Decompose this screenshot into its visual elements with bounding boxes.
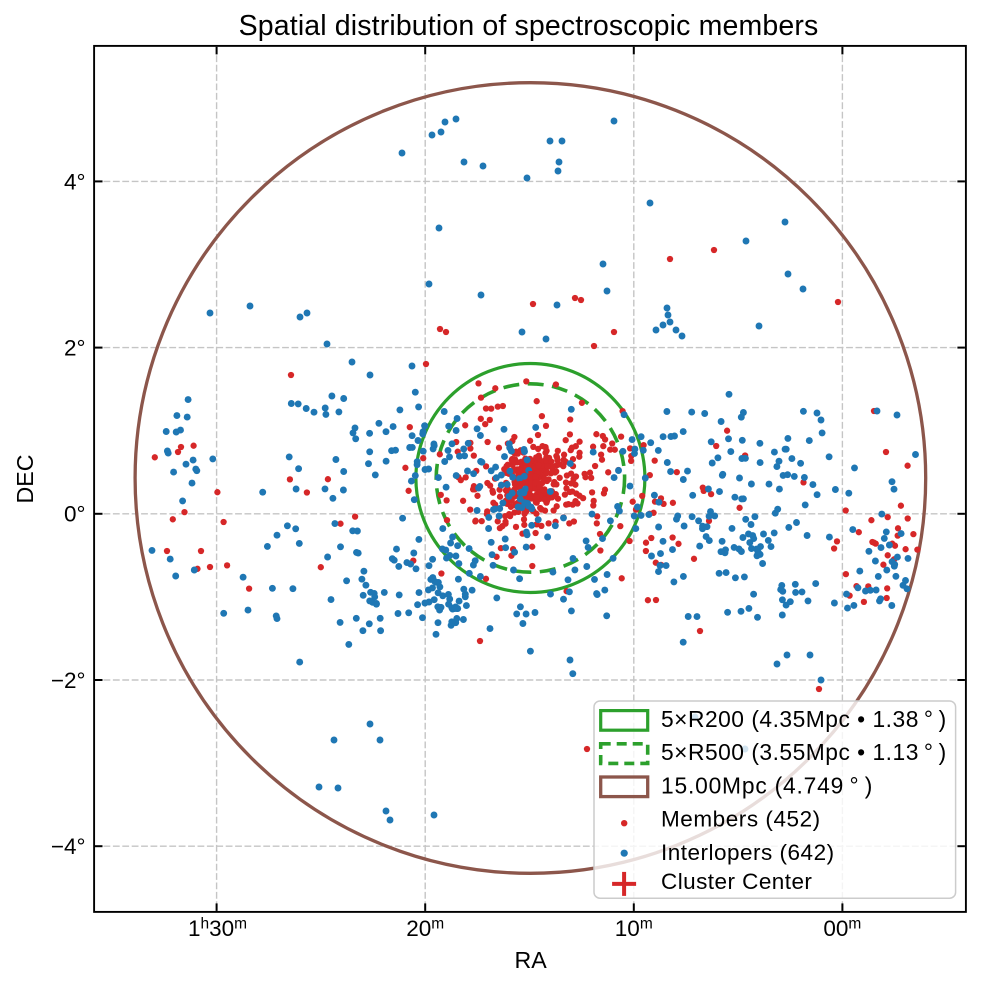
svg-text:4°: 4° bbox=[64, 169, 86, 194]
svg-text:2°: 2° bbox=[64, 336, 86, 361]
svg-text:5×R500 (3.55Mpc • 1.13 ° ): 5×R500 (3.55Mpc • 1.13 ° ) bbox=[661, 739, 947, 765]
svg-text:Spatial distribution of spectr: Spatial distribution of spectroscopic me… bbox=[239, 10, 819, 42]
svg-text:Interlopers (642): Interlopers (642) bbox=[661, 840, 835, 865]
svg-text:Cluster Center: Cluster Center bbox=[661, 869, 812, 894]
svg-text:1h30m: 1h30m bbox=[188, 915, 247, 941]
svg-text:0°: 0° bbox=[64, 502, 86, 527]
svg-text:20m: 20m bbox=[406, 915, 444, 941]
svg-text:DEC: DEC bbox=[12, 455, 38, 504]
svg-text:RA: RA bbox=[514, 947, 547, 973]
svg-text:Members (452): Members (452) bbox=[661, 807, 821, 832]
svg-text:15.00Mpc (4.749 ° ): 15.00Mpc (4.749 ° ) bbox=[661, 772, 873, 798]
svg-text:5×R200 (4.35Mpc • 1.38 ° ): 5×R200 (4.35Mpc • 1.38 ° ) bbox=[661, 706, 947, 732]
svg-text:−4°: −4° bbox=[51, 834, 86, 859]
svg-text:−2°: −2° bbox=[51, 668, 86, 693]
svg-text:00m: 00m bbox=[823, 915, 861, 941]
svg-text:10m: 10m bbox=[615, 915, 653, 941]
